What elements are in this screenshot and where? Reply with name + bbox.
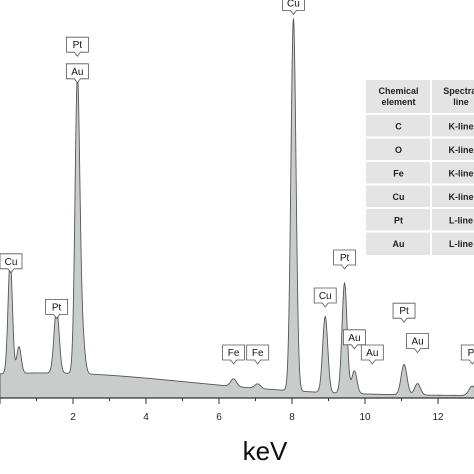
x-tick-label: 6 [216,412,222,423]
peak-label: Pt [460,344,474,365]
x-axis-title: keV [243,436,288,466]
peak-label-box [360,344,384,365]
peak-label-box [65,36,89,57]
peak-label-text: Cu [5,257,18,268]
table-cell-line: K-line [448,121,473,131]
peak-label: Cu [313,287,337,308]
table-cell-element: C [395,121,402,131]
peak-label-box [392,302,416,323]
peak-label-text: Pt [52,302,62,313]
peak-label-text: Fe [228,348,240,359]
peak-label: Pt [392,302,416,323]
table-cell-element: Au [393,239,405,249]
x-axis: 2 4 6 8 10 12 [0,397,474,423]
peak-label-text: Pt [73,40,83,51]
peak-label: Cu [282,0,305,16]
table-header-text: line [453,97,469,107]
table-background [366,80,474,255]
table-cell-element: O [395,145,402,155]
peak-label-box [406,333,429,354]
peak-label-text: Au [366,348,378,359]
peak-label: Pt [333,249,356,270]
peak-label-box [222,344,245,365]
x-tick-label: 12 [432,412,444,423]
peak-label-box [0,253,23,274]
peak-label-text: Au [71,67,83,78]
table-cell-line: L-line [449,215,473,225]
peak-label: Au [65,63,89,84]
table-cell-line: L-line [449,239,473,249]
peak-label-text: Cu [287,0,300,9]
table-cell-line: K-line [448,192,473,202]
table-cell-element: Fe [393,168,404,178]
x-tick-label: 2 [70,412,76,423]
peak-label-text: Au [348,333,360,344]
peak-label: Au [343,329,366,350]
peak-label-text: Pt [468,348,474,359]
peak-labels: Cu Pt Au Pt Cu Fe Fe Cu Pt Au Au Pt Au Pt Au [0,0,474,365]
x-tick-label: 4 [143,412,149,423]
peak-label-text: Fe [252,348,264,359]
x-tick-label: 10 [359,412,371,423]
table-cell-line: K-line [448,145,473,155]
peak-label-text: Au [411,337,423,348]
table-cell-line: K-line [448,168,473,178]
peak-label-box [313,287,337,308]
peak-label: Pt [65,36,89,57]
spectrum-layer [0,18,474,399]
peak-label-box [333,249,356,270]
spectrum-area [0,18,474,399]
peak-label-text: Pt [340,253,350,264]
peak-label-text: Cu [319,291,332,302]
table-cell-element: Cu [393,192,405,202]
peak-label-box [282,0,305,16]
x-tick-label: 8 [289,412,295,423]
peak-label: Fe [222,344,245,365]
peak-label: Cu [0,253,23,274]
table-cell-element: Pt [394,215,403,225]
peak-label-box [246,344,270,365]
peak-label: Fe [246,344,270,365]
table-header-text: element [381,97,415,107]
peak-label-text: Pt [399,306,409,317]
peak-label: Au [360,344,384,365]
peak-label-box [45,299,68,320]
peak-label-box [343,329,366,350]
peak-label: Pt [45,299,68,320]
peak-label-box [65,63,89,84]
table-header-text: Chemical [378,86,418,96]
peak-label: Au [406,333,429,354]
